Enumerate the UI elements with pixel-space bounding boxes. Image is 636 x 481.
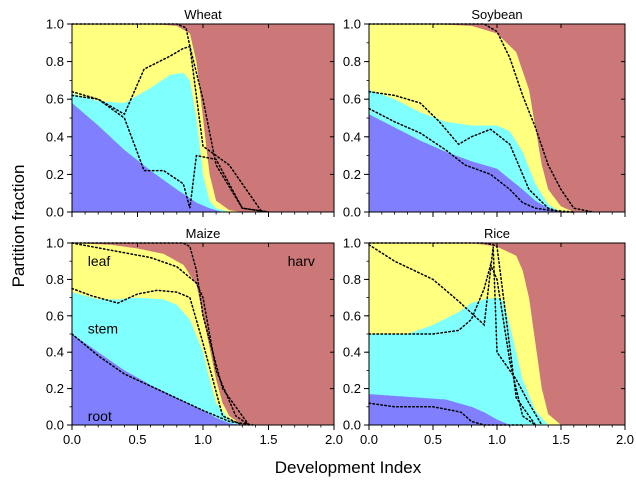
panel-title: Maize bbox=[186, 226, 221, 241]
annotation-root: root bbox=[88, 408, 112, 424]
panel-rice: Rice 0.0 0.5 1.0 1.5 2.0 0.0 0.2 0.4 0.6 0.8 1.0 bbox=[343, 226, 634, 447]
y-tick-label: 0.8 bbox=[46, 54, 64, 69]
y-tick-label: 0.4 bbox=[343, 129, 361, 144]
x-axis-label: Development Index bbox=[275, 458, 422, 477]
y-tick-label: 0.4 bbox=[46, 129, 64, 144]
annotation-stem: stem bbox=[88, 321, 118, 337]
panel-wheat: Wheat 0.0 0.2 0.4 0.6 0.8 1.0 bbox=[46, 7, 334, 220]
panel-title: Soybean bbox=[471, 7, 522, 22]
y-tick-label: 0.0 bbox=[343, 418, 361, 433]
x-tick-label: 0.0 bbox=[63, 432, 81, 447]
y-tick-label: 0.2 bbox=[46, 167, 64, 182]
x-tick-label: 2.0 bbox=[325, 432, 343, 447]
y-tick-label: 1.0 bbox=[343, 17, 361, 32]
x-tick-label: 1.5 bbox=[259, 432, 277, 447]
x-tick-label: 1.5 bbox=[552, 432, 570, 447]
panel-maize: Maize 0.0 0.5 1.0 1.5 2.0 0.0 0.2 0.4 0.6 0.8 1.0 le… bbox=[46, 226, 343, 447]
x-tick-label: 0.5 bbox=[128, 432, 146, 447]
y-tick-label: 0.4 bbox=[46, 345, 64, 360]
y-tick-label: 0.6 bbox=[343, 92, 361, 107]
y-axis-label: Partition fraction bbox=[9, 165, 28, 288]
panel-title: Wheat bbox=[184, 7, 222, 22]
y-tick-label: 0.0 bbox=[46, 418, 64, 433]
y-tick-label: 0.6 bbox=[343, 308, 361, 323]
x-tick-label: 2.0 bbox=[616, 432, 634, 447]
y-tick-label: 0.0 bbox=[46, 205, 64, 220]
y-tick-label: 0.6 bbox=[46, 92, 64, 107]
y-tick-label: 1.0 bbox=[46, 17, 64, 32]
y-tick-label: 0.8 bbox=[46, 272, 64, 287]
y-tick-label: 1.0 bbox=[46, 236, 64, 251]
y-tick-label: 1.0 bbox=[343, 236, 361, 251]
x-tick-label: 0.0 bbox=[360, 432, 378, 447]
y-tick-label: 0.6 bbox=[46, 308, 64, 323]
y-tick-label: 0.0 bbox=[343, 205, 361, 220]
annotation-harv: harv bbox=[288, 253, 315, 269]
y-tick-label: 0.4 bbox=[343, 345, 361, 360]
panel-title: Rice bbox=[484, 226, 510, 241]
x-tick-label: 1.0 bbox=[488, 432, 506, 447]
y-tick-label: 0.2 bbox=[343, 167, 361, 182]
y-tick-label: 0.2 bbox=[46, 381, 64, 396]
y-tick-label: 0.8 bbox=[343, 54, 361, 69]
y-tick-label: 0.2 bbox=[343, 381, 361, 396]
y-tick-label: 0.8 bbox=[343, 272, 361, 287]
panel-soybean: Soybean 0.0 0.2 0.4 0.6 0.8 1.0 bbox=[343, 7, 625, 220]
annotation-leaf: leaf bbox=[88, 253, 111, 269]
x-tick-label: 1.0 bbox=[194, 432, 212, 447]
x-tick-label: 0.5 bbox=[424, 432, 442, 447]
